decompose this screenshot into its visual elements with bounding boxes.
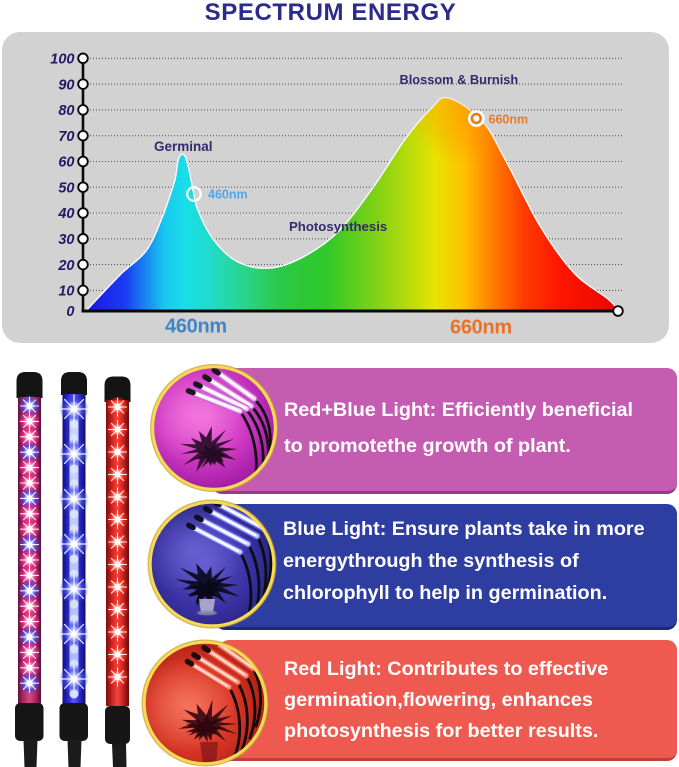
svg-text:40: 40	[57, 206, 74, 222]
svg-text:Photosynthesis: Photosynthesis	[289, 219, 387, 234]
svg-text:Germinal: Germinal	[154, 139, 213, 154]
svg-text:90: 90	[58, 77, 74, 93]
svg-text:30: 30	[58, 232, 74, 248]
svg-text:460nm: 460nm	[165, 316, 227, 338]
svg-text:660nm: 660nm	[450, 317, 512, 339]
svg-text:20: 20	[57, 258, 74, 274]
svg-text:Blossom & Burnish: Blossom & Burnish	[400, 72, 519, 87]
svg-text:80: 80	[58, 103, 74, 119]
svg-text:460nm: 460nm	[208, 188, 248, 202]
svg-text:50: 50	[58, 180, 74, 196]
svg-text:100: 100	[50, 52, 74, 68]
svg-text:0: 0	[66, 304, 74, 320]
svg-text:10: 10	[58, 284, 74, 300]
svg-text:660nm: 660nm	[489, 113, 529, 127]
svg-text:60: 60	[58, 155, 74, 171]
svg-text:70: 70	[58, 129, 74, 145]
